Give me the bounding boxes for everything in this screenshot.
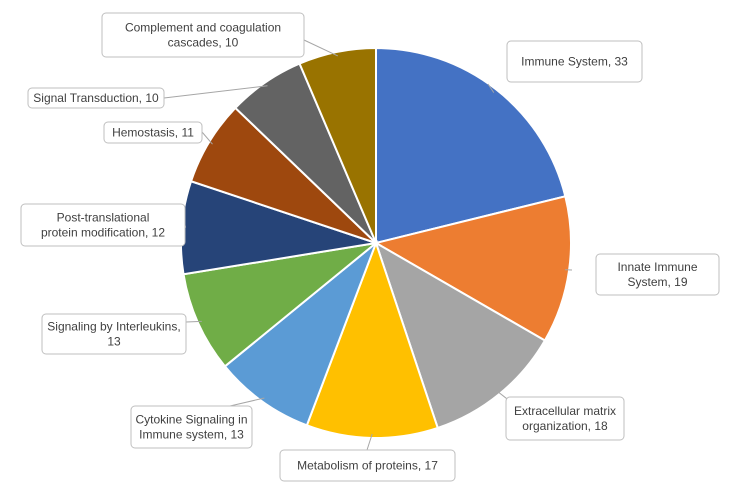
callout-box bbox=[27, 87, 165, 109]
leader-lines bbox=[163, 39, 573, 451]
data-label-callout: Extracellular matrix organization, 18 bbox=[505, 396, 625, 441]
data-label-callout: Post-translational protein modification, … bbox=[20, 203, 186, 247]
callout-box bbox=[505, 396, 625, 441]
leader-line bbox=[229, 397, 265, 407]
callout-box bbox=[595, 253, 720, 296]
data-label-callout: Innate Immune System, 19 bbox=[595, 253, 720, 296]
data-label-callout: Metabolism of proteins, 17 bbox=[279, 449, 456, 482]
data-label: Extracellular matrix organization, 18 bbox=[514, 404, 616, 433]
data-label: Immune System, 33 bbox=[521, 55, 628, 69]
data-label: Signal Transduction, 10 bbox=[33, 91, 159, 105]
data-label-callout: Complement and coagulation cascades, 10 bbox=[101, 12, 305, 58]
callout-box bbox=[130, 405, 253, 449]
data-label: Metabolism of proteins, 17 bbox=[297, 459, 438, 473]
pie-slice-signaling-by-interleukins bbox=[182, 241, 380, 368]
leader-line bbox=[303, 39, 339, 57]
data-label-callout: Signaling by Interleukins, 13 bbox=[41, 313, 187, 355]
leader-line bbox=[163, 85, 268, 99]
pie-slices bbox=[180, 46, 572, 439]
leader-line bbox=[366, 433, 373, 451]
callout-box bbox=[506, 40, 643, 83]
data-label-callout: Signal Transduction, 10 bbox=[27, 87, 165, 109]
pie-slice-cytokine-signaling-in-immune-system bbox=[223, 239, 379, 427]
leader-line bbox=[487, 83, 495, 93]
data-label: Post-translational protein modification, … bbox=[41, 211, 165, 240]
callout-box bbox=[101, 12, 305, 58]
callout-box bbox=[279, 449, 456, 482]
data-label-callout: Hemostasis, 11 bbox=[103, 121, 203, 144]
data-label: Cytokine Signaling in Immune system, 13 bbox=[135, 413, 247, 442]
data-label: Innate Immune System, 19 bbox=[617, 260, 697, 289]
leader-line bbox=[185, 320, 202, 323]
data-label-callouts: Immune System, 33 Innate Immune System, 19… bbox=[20, 12, 720, 482]
data-label-callout: Cytokine Signaling in Immune system, 13 bbox=[130, 405, 253, 449]
pie-slice-immune-system bbox=[375, 46, 567, 245]
pie-slice-metabolism-of-proteins bbox=[305, 240, 440, 439]
data-label: Signaling by Interleukins, 13 bbox=[47, 320, 180, 349]
callout-box bbox=[41, 313, 187, 355]
callout-box bbox=[103, 121, 203, 144]
data-label-callout: Immune System, 33 bbox=[506, 40, 643, 83]
callout-box bbox=[20, 203, 186, 247]
data-label: Hemostasis, 11 bbox=[112, 126, 194, 140]
pie-slice-extracellular-matrix-organization bbox=[374, 240, 547, 430]
data-label: Complement and coagulation cascades, 10 bbox=[125, 21, 281, 50]
pie-slice-complement-and-coagulation-cascades bbox=[298, 46, 377, 244]
leader-line bbox=[201, 131, 213, 145]
